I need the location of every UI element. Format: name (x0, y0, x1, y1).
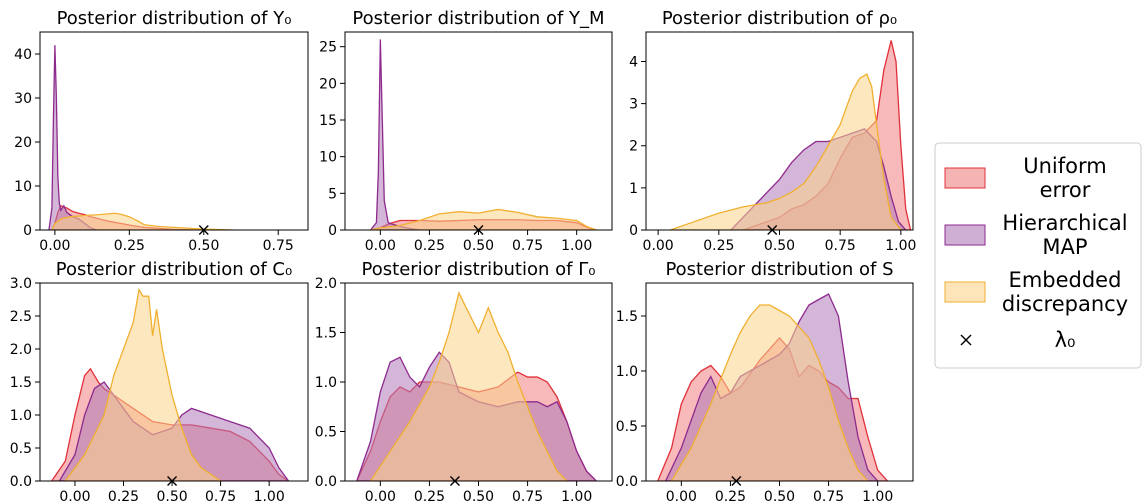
panel-title: Posterior distribution of S (665, 259, 893, 280)
legend-swatch (945, 225, 985, 245)
x-tick-label: 0.50 (463, 489, 494, 504)
legend-label: error (1040, 178, 1091, 202)
density-areas (49, 45, 234, 230)
y-tick-label: 5 (328, 186, 337, 202)
panel-4: 0.00 0.25 0.50 0.75 1.00 0.0 0.5 1.0 1.5 2.0 2.5 3.… (10, 259, 308, 504)
panel-title: Posterior distribution of Γ₀ (362, 259, 596, 280)
density-embedded-discrepancy (670, 74, 901, 230)
density-areas (371, 39, 597, 230)
density-areas (670, 40, 910, 230)
x-tick-label: 0.00 (39, 238, 70, 254)
y-tick-label: 20 (319, 76, 337, 92)
legend-swatch (945, 282, 985, 302)
x-tick-label: 0.75 (512, 238, 543, 254)
density-embedded-discrepancy (371, 209, 597, 230)
y-tick-label: 0.5 (315, 425, 337, 441)
legend-label: Hierarchical (1002, 211, 1127, 235)
x-tick-label: 1.00 (561, 489, 592, 504)
legend-label: Embedded (1009, 268, 1122, 292)
legend-label: Uniform (1023, 154, 1106, 178)
y-tick-label: 0.5 (10, 441, 32, 457)
y-tick-label: 2.5 (10, 309, 32, 325)
y-tick-label: 30 (14, 91, 32, 107)
x-tick-label: 0.25 (414, 489, 445, 504)
y-tick-label: 0 (629, 223, 638, 239)
x-tick-label: 0.75 (512, 489, 543, 504)
x-tick-label: 0.00 (365, 489, 396, 504)
x-tick-label: 0.00 (365, 238, 396, 254)
x-tick-label: 0.25 (414, 238, 445, 254)
axes-frame (40, 32, 308, 230)
y-tick-label: 15 (319, 113, 337, 129)
panel-title: Posterior distribution of ρ₀ (662, 8, 897, 29)
x-tick-label: 0.25 (715, 489, 746, 504)
x-tick-label: 0.50 (188, 238, 219, 254)
x-tick-label: 0.50 (764, 238, 795, 254)
density-areas (357, 293, 597, 481)
density-areas (52, 290, 289, 481)
density-hierarchical-map (371, 39, 420, 230)
x-tick-label: 1.00 (862, 489, 893, 504)
density-hierarchical-map (49, 45, 97, 230)
panel-title: Posterior distribution of Y_M (352, 8, 604, 29)
x-tick-label: 0.75 (813, 489, 844, 504)
y-tick-label: 2 (629, 139, 638, 155)
y-tick-label: 0 (328, 223, 337, 239)
y-tick-label: 10 (319, 150, 337, 166)
legend-label: MAP (1042, 235, 1087, 259)
density-areas (658, 294, 888, 481)
y-tick-label: 20 (14, 135, 32, 151)
x-tick-label: 0.25 (114, 238, 145, 254)
x-tick-label: 0.00 (59, 489, 90, 504)
x-tick-label: 0.75 (205, 489, 236, 504)
y-tick-label: 0.0 (10, 474, 32, 490)
y-tick-label: 1.0 (315, 375, 337, 391)
x-tick-label: 0.75 (263, 238, 294, 254)
y-tick-label: 1.0 (10, 408, 32, 424)
y-tick-label: 2.0 (10, 342, 32, 358)
x-tick-label: 0.50 (156, 489, 187, 504)
panel-3: 0.00 0.25 0.50 0.75 1.00 0 1 2 3 4 Posterior distr… (629, 8, 916, 254)
panel-5: 0.00 0.25 0.50 0.75 1.00 0.0 0.5 1.0 1.5 2.0 Poste… (315, 259, 612, 504)
y-tick-label: 25 (319, 40, 337, 56)
x-tick-label: 1.00 (885, 238, 916, 254)
legend-swatch (945, 168, 985, 188)
x-tick-label: 1.00 (561, 238, 592, 254)
x-tick-label: 0.25 (108, 489, 139, 504)
y-tick-label: 1 (629, 181, 638, 197)
panel-title: Posterior distribution of Y₀ (57, 8, 292, 29)
x-tick-label: 0.75 (825, 238, 856, 254)
y-tick-label: 4 (629, 54, 638, 70)
x-tick-label: 0.25 (703, 238, 734, 254)
panel-2: 0.00 0.25 0.50 0.75 1.00 0 5 10 15 20 25 Posterior … (319, 8, 612, 254)
x-tick-label: 0.00 (643, 238, 674, 254)
y-tick-label: 1.0 (616, 364, 638, 380)
y-tick-label: 0.0 (315, 474, 337, 490)
y-tick-label: 0.0 (616, 474, 638, 490)
x-tick-label: 0.50 (463, 238, 494, 254)
axes-frame (345, 32, 612, 230)
y-tick-label: 1.5 (10, 375, 32, 391)
y-tick-label: 0 (23, 223, 32, 239)
panel-title: Posterior distribution of C₀ (56, 259, 292, 280)
y-tick-label: 10 (14, 179, 32, 195)
y-tick-label: 2.0 (315, 276, 337, 292)
x-tick-label: 1.00 (254, 489, 285, 504)
panel-1: 0.00 0.25 0.50 0.75 0 10 20 30 40 Posterior distr… (14, 8, 308, 254)
x-tick-label: 0.50 (764, 489, 795, 504)
panel-6: 0.00 0.25 0.50 0.75 1.00 0.0 0.5 1.0 1.5 Posterio… (616, 259, 913, 504)
y-tick-label: 3 (629, 97, 638, 113)
y-tick-label: 40 (14, 47, 32, 63)
legend-label: discrepancy (1002, 292, 1128, 316)
legend-label: λ₀ (1055, 328, 1076, 352)
x-tick-label: 0.00 (666, 489, 697, 504)
y-tick-label: 0.5 (616, 419, 638, 435)
y-tick-label: 1.5 (315, 326, 337, 342)
y-tick-label: 1.5 (616, 309, 638, 325)
y-tick-label: 3.0 (10, 276, 32, 292)
